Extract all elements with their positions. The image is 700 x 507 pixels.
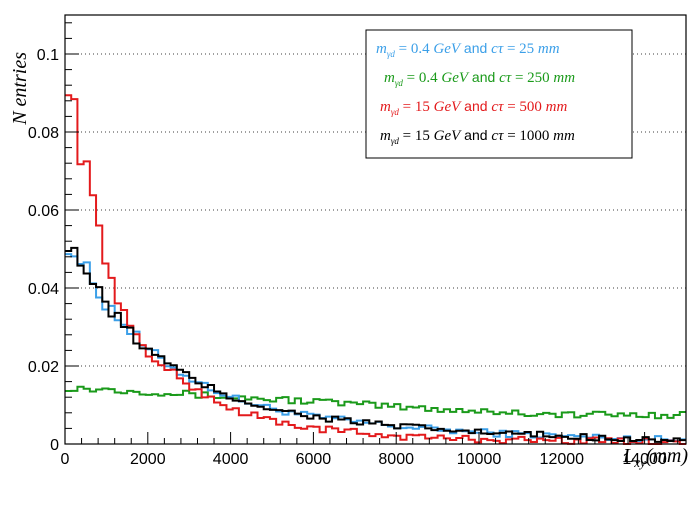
y-tick-label: 0 bbox=[50, 437, 59, 454]
legend-entry-part: m bbox=[380, 128, 391, 144]
y-tick-label: 0.02 bbox=[28, 359, 59, 376]
legend-entry-part: cτ bbox=[491, 99, 504, 115]
x-tick-label: 8000 bbox=[378, 451, 414, 468]
plot-frame bbox=[64, 14, 687, 445]
x-axis-title-unit: (mm) bbox=[646, 445, 689, 467]
x-tick-label: 6000 bbox=[296, 451, 332, 468]
legend-entry-part: γd bbox=[391, 107, 400, 117]
x-axis-title: Lxy(mm) bbox=[622, 445, 688, 470]
legend-entry-4: mγd = 15 GeV and cτ = 1000 mm bbox=[380, 127, 575, 146]
legend-entry-1: mγd = 0.4 GeV and cτ = 25 mm bbox=[376, 40, 560, 59]
legend-entry-part: = 500 bbox=[503, 99, 545, 115]
x-tick-label: 0 bbox=[61, 451, 70, 468]
x-tick-label: 12000 bbox=[540, 451, 585, 468]
x-axis-title-sub: xy bbox=[633, 455, 646, 470]
legend-entry-part: GeV bbox=[434, 99, 462, 115]
series-layer bbox=[65, 94, 686, 445]
legend-entry-part: = 250 bbox=[511, 70, 553, 86]
y-tick-label: 0.1 bbox=[37, 47, 59, 64]
legend-entry-part: mm bbox=[553, 70, 575, 86]
y-tick-label: 0.04 bbox=[28, 281, 59, 298]
x-tick-label: 14000 bbox=[622, 451, 667, 468]
legend-entry-part: GeV bbox=[433, 41, 461, 57]
legend-entry-part: and bbox=[460, 98, 491, 114]
legend-entry-part: cτ bbox=[491, 128, 504, 144]
legend-entry-2: mγd = 0.4 GeV and cτ = 250 mm bbox=[384, 69, 575, 88]
y-axis-title: N entries bbox=[9, 52, 31, 126]
y-tick-label: 0.08 bbox=[28, 125, 59, 142]
x-tick-label: 4000 bbox=[213, 451, 249, 468]
legend-entry-part: and bbox=[468, 69, 499, 85]
legend-entry-part: m bbox=[380, 99, 391, 115]
x-tick-label: 2000 bbox=[130, 451, 166, 468]
legend-entry-part: GeV bbox=[441, 70, 469, 86]
legend-entry-part: cτ bbox=[499, 70, 512, 86]
x-axis-title-main: L bbox=[622, 445, 634, 467]
y-tick-label: 0.06 bbox=[28, 203, 59, 220]
legend-entry-part: GeV bbox=[434, 128, 462, 144]
series-line-2 bbox=[65, 385, 686, 420]
legend-entry-part: γd bbox=[391, 136, 400, 146]
legend-entry-part: γd bbox=[395, 78, 404, 88]
legend-entry-part: and bbox=[460, 127, 491, 143]
legend-entry-part: = 1000 bbox=[503, 128, 553, 144]
axis-tick-labels: 0 0.02 0.04 0.06 0.08 0.1 0 2000 4000 6000 8000 100… bbox=[28, 47, 667, 468]
x-tick-label: 10000 bbox=[457, 451, 502, 468]
legend-entry-part: = 0.4 bbox=[403, 70, 441, 86]
legend-entry-part: and bbox=[460, 40, 491, 56]
legend-entry-part: = 15 bbox=[399, 128, 434, 144]
legend-entry-part: γd bbox=[387, 49, 396, 59]
legend-entry-part: cτ bbox=[491, 41, 504, 57]
legend-entry-part: = 0.4 bbox=[395, 41, 433, 57]
legend-entry-part: mm bbox=[538, 41, 560, 57]
legend-entry-3: mγd = 15 GeV and cτ = 500 mm bbox=[380, 98, 567, 117]
axis-ticks bbox=[64, 22, 679, 445]
legend-entry-part: = 25 bbox=[503, 41, 538, 57]
legend-entry-part: m bbox=[376, 41, 387, 57]
legend-entry-part: mm bbox=[546, 99, 568, 115]
series-line-4 bbox=[65, 246, 686, 443]
legend-entry-part: mm bbox=[553, 128, 575, 144]
legend-entry-part: = 15 bbox=[399, 99, 434, 115]
legend-entry-part: m bbox=[384, 70, 395, 86]
legend-box bbox=[365, 29, 633, 159]
